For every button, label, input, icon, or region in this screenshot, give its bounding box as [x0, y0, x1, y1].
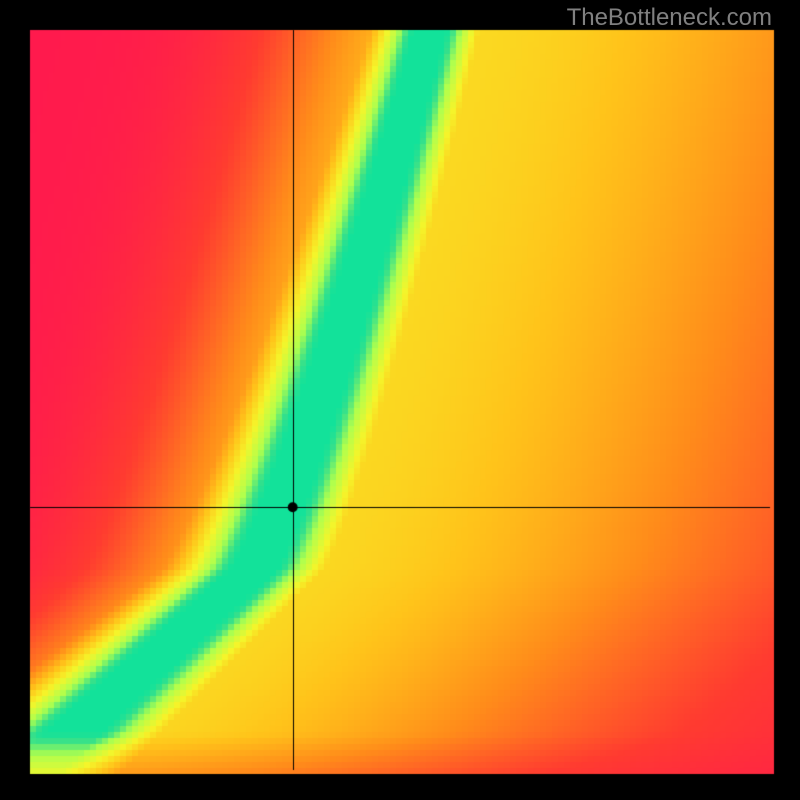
chart-container: { "watermark": "TheBottleneck.com", "can… [0, 0, 800, 800]
crosshair-overlay [0, 0, 800, 800]
watermark-text: TheBottleneck.com [567, 4, 772, 32]
